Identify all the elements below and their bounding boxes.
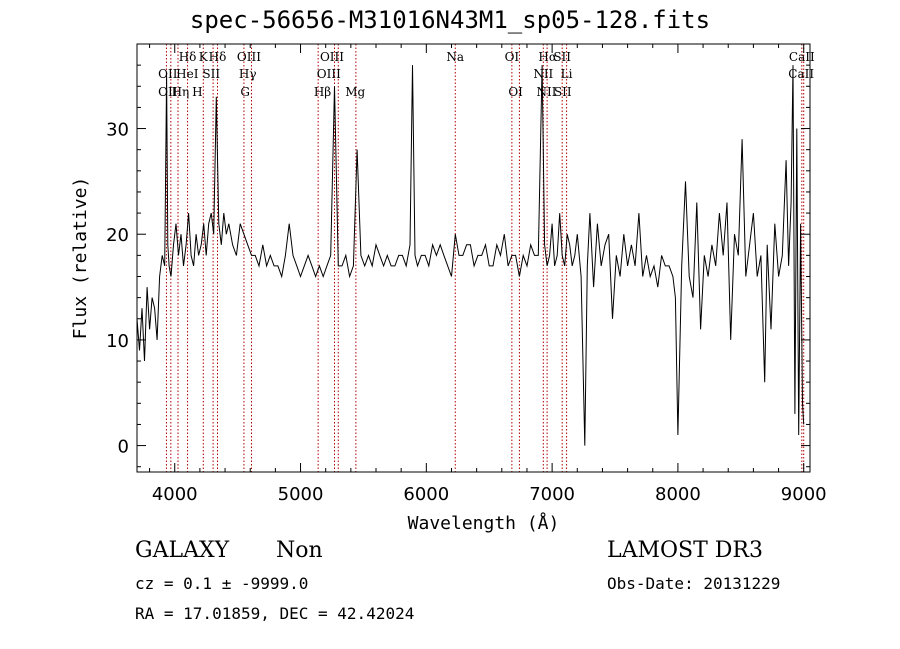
line-label-bottom: Hη (172, 85, 190, 99)
line-label-bottom: Mg (345, 85, 365, 99)
observation-date: Obs-Date: 20131229 (607, 574, 781, 593)
line-label-mid: SII (202, 67, 220, 81)
line-label-top: K (199, 50, 209, 64)
object-subclass: Non (276, 538, 323, 563)
y-axis-label: Flux (relative) (70, 177, 91, 340)
x-axis-label: Wavelength (Å) (408, 512, 560, 534)
line-label-top: Na (446, 50, 464, 64)
line-label-top: OIII (320, 50, 344, 64)
line-label-bottom: H (192, 85, 202, 99)
x-tick-label: 4000 (152, 484, 198, 505)
line-label-top: OI (505, 50, 520, 64)
y-tick-label: 0 (118, 437, 129, 458)
y-tick-label: 20 (106, 225, 129, 246)
line-label-bottom: OII (158, 85, 178, 99)
line-label-top: CaII (789, 50, 815, 64)
line-label-bottom: OI (508, 85, 523, 99)
chart-title: spec-56656-M31016N43M1_sp05-128.fits (189, 6, 711, 34)
line-label-mid: Li (561, 67, 573, 81)
x-tick-label: 8000 (655, 484, 701, 505)
line-label-top: Hδ (209, 50, 227, 64)
x-tick-label: 7000 (529, 484, 575, 505)
line-label-mid: CaII (788, 67, 814, 81)
line-label-mid: Hγ (239, 67, 257, 81)
line-label-mid: HeI (176, 67, 199, 81)
spectrum-line (136, 65, 805, 446)
y-tick-label: 10 (106, 331, 129, 352)
x-tick-label: 9000 (781, 484, 827, 505)
line-label-mid: OIII (317, 67, 341, 81)
line-label-top: Hδ (179, 50, 197, 64)
redshift-readout: cz = 0.1 ± -9999.0 (135, 574, 309, 593)
line-label-top: Hα (538, 50, 557, 64)
line-label-bottom: G (240, 85, 250, 99)
survey-label: LAMOST DR3 (607, 538, 763, 563)
line-label-mid: NII (533, 67, 553, 81)
line-label-bottom: Hβ (314, 85, 331, 99)
x-tick-label: 6000 (403, 484, 449, 505)
y-tick-label: 30 (106, 120, 129, 141)
coordinates-readout: RA = 17.01859, DEC = 42.42024 (135, 604, 415, 623)
line-label-mid: OII (158, 67, 178, 81)
object-class: GALAXY (135, 538, 230, 563)
x-tick-label: 5000 (278, 484, 324, 505)
line-label-bottom: SII (554, 85, 572, 99)
line-label-bottom: NII (536, 85, 556, 99)
line-label-top: SII (553, 50, 571, 64)
plot-frame (136, 43, 811, 473)
line-label-top: OIII (237, 50, 261, 64)
